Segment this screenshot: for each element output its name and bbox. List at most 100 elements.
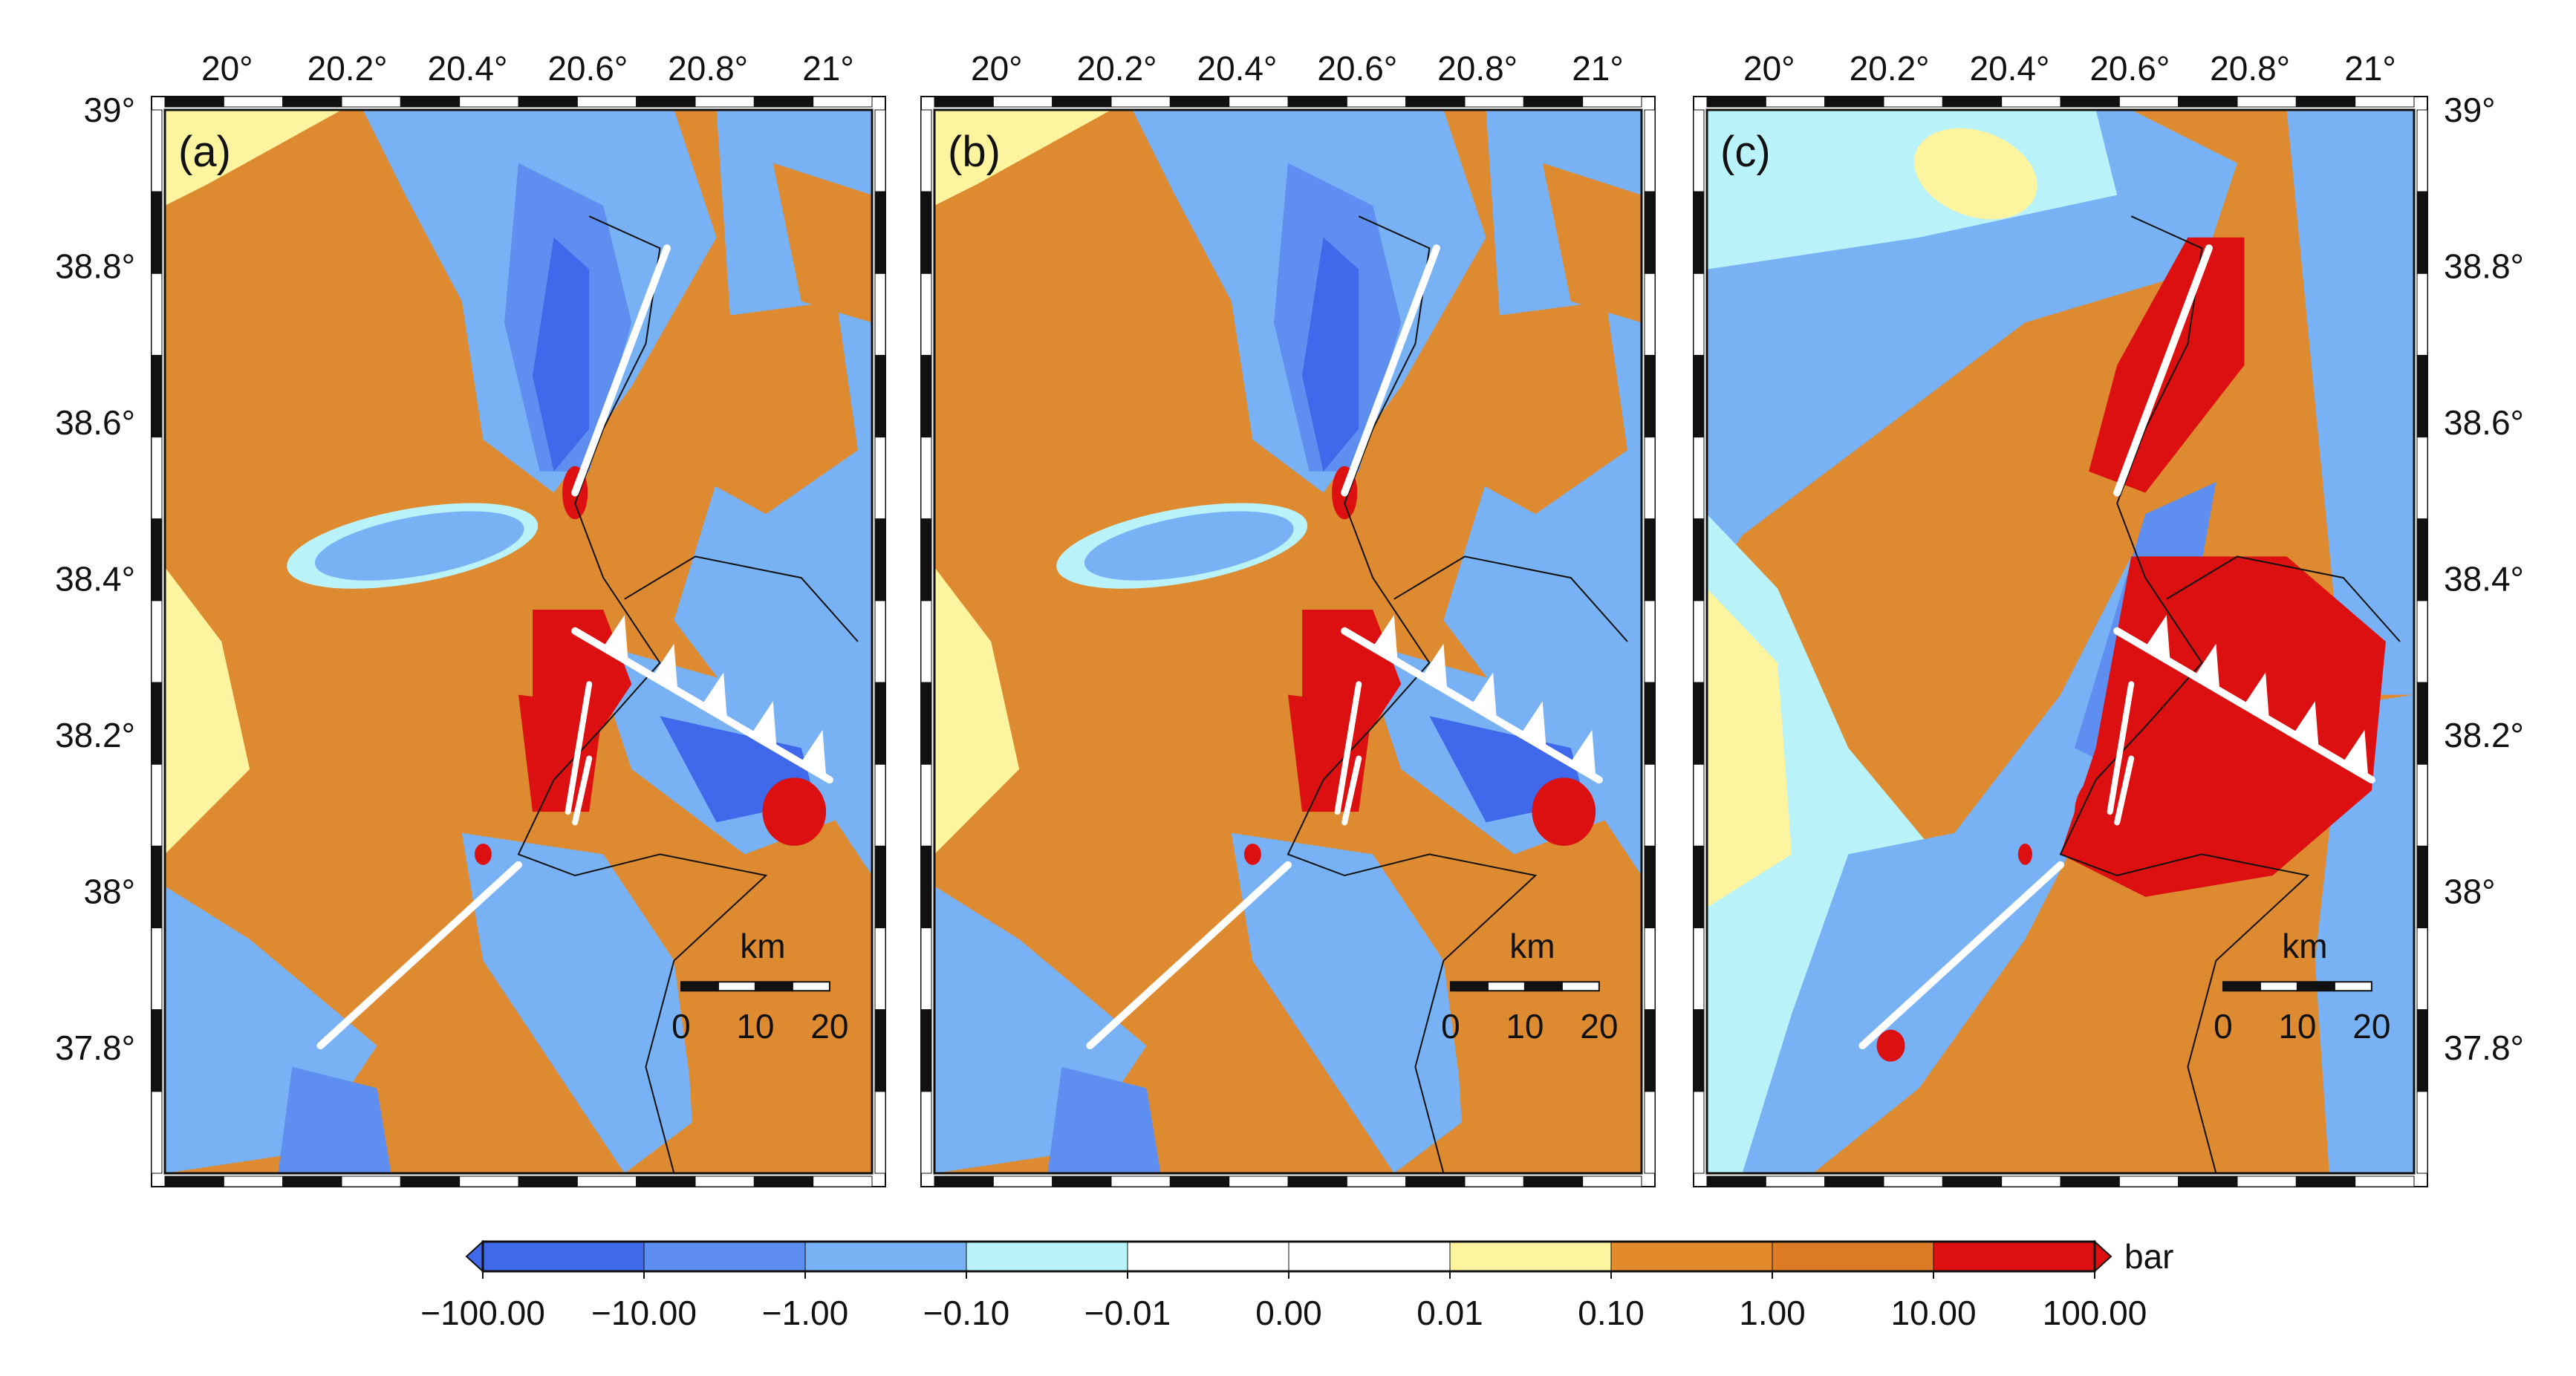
- scale-bar-segment: [791, 981, 830, 992]
- frame-segment: [874, 273, 886, 356]
- map-frame: [163, 108, 874, 1175]
- frame-segment: [874, 1091, 886, 1174]
- colorbar-segment: [1933, 1241, 2095, 1272]
- frame-segment: [934, 96, 994, 108]
- stress-lobe-red: [474, 844, 492, 865]
- stress-field-a: [165, 110, 872, 1173]
- frame-segment: [1706, 1176, 1766, 1187]
- frame-segment: [1523, 1176, 1584, 1187]
- frame-segment: [920, 354, 932, 438]
- coastline: [624, 555, 859, 642]
- frame-segment: [1883, 96, 1943, 108]
- frame-segment: [1229, 96, 1289, 108]
- frame-segment: [1405, 1176, 1466, 1187]
- frame-segment: [1229, 1176, 1289, 1187]
- thrust-tooth: [652, 643, 678, 690]
- frame-segment: [1110, 96, 1171, 108]
- stress-lobe-yellow: [165, 567, 250, 855]
- frame-segment: [1693, 518, 1705, 601]
- frame-segment: [1169, 96, 1230, 108]
- frame-segment: [282, 96, 342, 108]
- scale-bar-unit: km: [740, 927, 785, 965]
- stress-lobe-red: [1876, 1029, 1905, 1062]
- frame-segment: [1693, 763, 1705, 847]
- frame-segment: [636, 96, 696, 108]
- frame-segment: [2237, 96, 2297, 108]
- frame-segment: [2001, 96, 2061, 108]
- frame-segment: [874, 600, 886, 683]
- lon-tick-label: 20.4°: [427, 49, 507, 88]
- panel-label: (c): [1720, 128, 1771, 176]
- colorbar-tick-label: 10.00: [1890, 1294, 1976, 1332]
- frame-segment: [1942, 1176, 2003, 1187]
- frame-segment: [874, 518, 886, 601]
- scale-bar-segment: [1449, 981, 1489, 992]
- frame-segment: [1765, 1176, 1826, 1187]
- colorbar: −100.00 −10.00 −1.00 −0.10 −0.01 0.00 0.01 0.10…: [420, 1237, 2173, 1332]
- frame-segment: [2178, 96, 2238, 108]
- lon-tick-label: 21°: [802, 49, 854, 88]
- lat-tick-label-left: 37.8°: [55, 1028, 135, 1067]
- colorbar-tick-label: −0.01: [1084, 1294, 1171, 1332]
- frame-segment: [874, 354, 886, 438]
- colorbar-segment: [1127, 1241, 1289, 1272]
- frame-segment: [151, 518, 163, 601]
- frame-segment: [920, 682, 932, 765]
- colorbar-tick-label: −1.00: [762, 1294, 848, 1332]
- frame-segment: [2416, 1009, 2428, 1092]
- stress-field-c: [1707, 110, 2414, 1173]
- frame-segment: [400, 96, 461, 108]
- fault-trace: [1858, 861, 2064, 1050]
- colorbar-tick-label: 100.00: [2043, 1294, 2147, 1332]
- frame-segment: [151, 191, 163, 274]
- colorbar-tick-label: 0.01: [1417, 1294, 1483, 1332]
- scale-bar-segment: [1561, 981, 1600, 992]
- thrust-tooth: [1521, 701, 1546, 747]
- frame-segment: [518, 1176, 578, 1187]
- frame-segment: [1169, 1176, 1230, 1187]
- frame-segment: [2416, 437, 2428, 520]
- lon-tick-label: 20.6°: [1317, 49, 1397, 88]
- frame-segment: [992, 1176, 1053, 1187]
- frame-segment: [2001, 1176, 2061, 1187]
- frame-segment: [753, 96, 814, 108]
- frame-segment: [1644, 763, 1656, 847]
- scale-bar-tick-label: 0: [1441, 1007, 1460, 1046]
- frame-segment: [576, 96, 637, 108]
- frame-segment: [695, 96, 755, 108]
- frame-segment: [2118, 1176, 2179, 1187]
- frame-segment: [874, 845, 886, 929]
- colorbar-segment: [1610, 1241, 1773, 1272]
- lat-tick-label-right: 38.2°: [2444, 716, 2524, 754]
- scale-bar-segment: [2259, 981, 2298, 992]
- map-panel-b: (b) 20° 20.2° 20.4° 20.6° 20.8° 21° km 0 10 20: [920, 49, 1656, 1187]
- frame-segment: [920, 927, 932, 1011]
- frame-segment: [164, 96, 224, 108]
- scale-bar-tick-label: 20: [1580, 1007, 1618, 1046]
- frame-segment: [1644, 845, 1656, 929]
- lon-tick-label: 20.8°: [668, 49, 748, 88]
- stress-lobe-blue: [1047, 1066, 1161, 1173]
- frame-segment: [151, 1009, 163, 1092]
- frame-segment: [2355, 1176, 2415, 1187]
- frame-segment: [151, 273, 163, 356]
- stress-lobe-yellow: [934, 567, 1020, 855]
- frame-segment: [1706, 96, 1766, 108]
- frame-segment: [1464, 1176, 1524, 1187]
- panel-label: (b): [948, 128, 1001, 176]
- stress-lobe-blue: [314, 511, 524, 581]
- stress-lobe-blue: [1302, 237, 1359, 472]
- frame-segment: [151, 1091, 163, 1174]
- frame-segment: [1693, 1009, 1705, 1092]
- frame-segment: [1693, 354, 1705, 438]
- fault-trace: [2113, 244, 2213, 497]
- scale-bar-tick-label: 0: [671, 1007, 691, 1046]
- scale-bar-segment: [2296, 981, 2335, 992]
- colorbar-tick-label: 0.00: [1255, 1294, 1322, 1332]
- frame-segment: [2237, 1176, 2297, 1187]
- frame-segment: [2416, 518, 2428, 601]
- lon-tick-label: 20.2°: [308, 49, 388, 88]
- stress-lobe-red: [518, 694, 604, 812]
- frame-segment: [459, 96, 519, 108]
